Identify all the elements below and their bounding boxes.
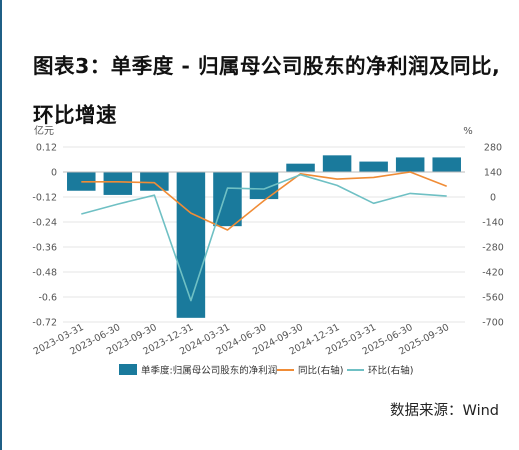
bar (359, 161, 388, 172)
y-right-axis-label: % (463, 126, 473, 137)
chart: 0.12 0 -0.12 -0.24 -0.36 -0.48 -0.6 -0.72 280 140… (32, 124, 504, 377)
left-accent-rule (0, 0, 2, 450)
qoq-line (81, 173, 447, 302)
y-right-tick-label: 280 (484, 143, 502, 154)
bar (432, 157, 461, 172)
legend-label-yoy: 同比(右轴) (298, 365, 343, 377)
y-left-tick-label: -0.12 (32, 193, 57, 204)
yoy-line (81, 171, 447, 231)
bar (322, 155, 352, 172)
y-right-tick-label: -140 (482, 218, 504, 229)
y-left-tick-label: -0.48 (32, 268, 57, 279)
bar (176, 172, 206, 318)
y-left-axis-label: 亿元 (34, 124, 54, 137)
source-note: 数据来源：Wind (390, 403, 499, 419)
legend-label-qoq: 环比(右轴) (368, 365, 413, 377)
bar (140, 172, 169, 191)
y-left-tick-label: -0.6 (38, 293, 57, 304)
y-left-tick-label: 0 (51, 168, 57, 179)
bar (395, 157, 425, 172)
y-right-tick-label: -280 (482, 243, 504, 254)
bar (286, 163, 315, 172)
y-left-tick-label: 0.12 (36, 143, 57, 154)
y-left-tick-label: -0.36 (32, 243, 57, 254)
bar (67, 172, 96, 191)
bar (103, 172, 133, 195)
y-right-tick-label: -700 (482, 318, 504, 329)
legend-label-bar: 单季度:归属母公司股东的净利润 (141, 365, 277, 377)
y-right-tick-label: 140 (484, 168, 502, 179)
legend-swatch-bar (119, 364, 137, 375)
y-left-tick-label: -0.24 (32, 218, 57, 229)
y-left-tick-label: -0.72 (32, 318, 57, 329)
y-right-tick-label: -420 (482, 268, 504, 279)
page-title: 图表3：单季度 - 归属母公司股东的净利润及同比,环比增速 (33, 54, 501, 127)
y-right-tick-label: -560 (482, 293, 504, 304)
y-right-tick-label: 0 (490, 193, 496, 204)
